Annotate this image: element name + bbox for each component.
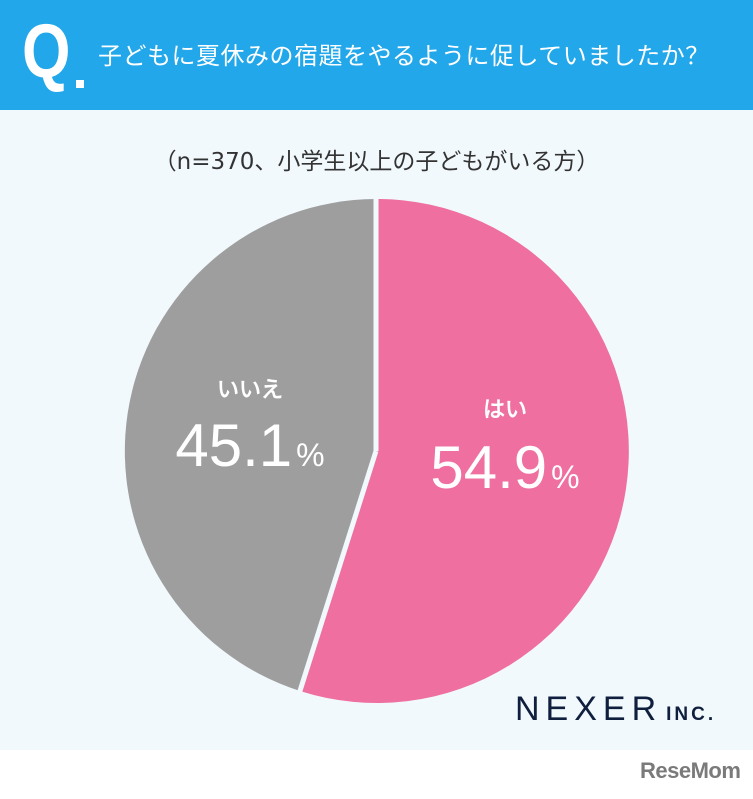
label-no-value: 45.1 xyxy=(175,412,293,479)
q-dot xyxy=(76,80,84,88)
label-yes-unit: % xyxy=(551,459,580,495)
question-header: Q 子どもに夏休みの宿題をやるように促していましたか？ xyxy=(0,0,753,110)
label-yes: はい 54.9% xyxy=(400,392,610,498)
nexer-logo: NEXER INC. xyxy=(515,690,716,729)
sample-note: （n=370、小学生以上の子どもがいる方） xyxy=(153,149,600,175)
resemom-logo: ReseMom xyxy=(640,758,741,783)
nexer-logo-suffix: INC. xyxy=(666,704,717,725)
label-yes-category: はい xyxy=(482,398,527,423)
label-yes-value: 54.9 xyxy=(430,434,548,501)
label-no-category: いいえ xyxy=(216,378,283,403)
slice-separator xyxy=(296,450,379,695)
label-no: いいえ 45.1% xyxy=(150,372,350,476)
label-no-unit: % xyxy=(296,437,325,473)
q-mark-icon: Q xyxy=(22,9,70,94)
nexer-logo-main: NEXER xyxy=(515,690,663,728)
pie-slice-no xyxy=(124,199,376,691)
pie-slice-yes xyxy=(300,198,629,703)
question-text: 子どもに夏休みの宿題をやるように促していましたか？ xyxy=(98,42,710,70)
